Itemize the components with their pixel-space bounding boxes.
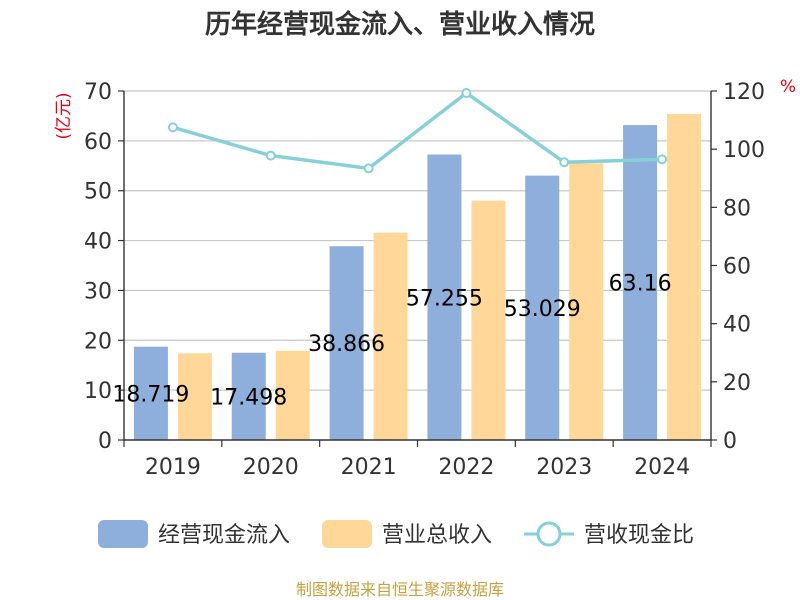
ratio-point: [265, 150, 276, 161]
x-tick-label: 2022: [438, 455, 494, 480]
ratio-point: [363, 163, 374, 174]
ratio-point: [657, 154, 668, 165]
bar-revenue: [667, 113, 702, 440]
data-label: 57.255: [406, 286, 483, 311]
bar-cash-inflow: [133, 346, 168, 440]
right-tick-label: 0: [723, 429, 737, 454]
bar-revenue: [569, 163, 604, 441]
left-tick-label: 30: [84, 279, 112, 304]
x-tick-label: 2020: [243, 455, 299, 480]
legend: 经营现金流入 营业总收入 营收现金比: [98, 520, 694, 548]
left-tick-label: 20: [84, 329, 112, 354]
right-tick-label: 120: [723, 80, 765, 105]
legend-label: 营收现金比: [584, 523, 694, 548]
bar-cash-inflow: [623, 125, 658, 440]
bars: [133, 113, 702, 441]
data-label: 18.719: [112, 382, 189, 407]
right-tick-label: 80: [723, 196, 751, 221]
left-tick-label: 70: [84, 80, 112, 105]
data-label: 17.498: [210, 385, 287, 410]
left-tick-label: 40: [84, 230, 112, 255]
right-axis-unit: %: [780, 77, 796, 97]
right-tick-label: 40: [723, 313, 751, 338]
legend-swatch: [98, 520, 148, 548]
grid-lines: [124, 90, 711, 391]
right-tick-label: 100: [723, 138, 765, 163]
bar-cash-inflow: [231, 352, 266, 440]
bar-revenue: [177, 353, 212, 440]
legend-label: 经营现金流入: [158, 523, 290, 548]
bar-cash-inflow: [525, 175, 560, 441]
ratio-point: [167, 122, 178, 133]
right-tick-label: 60: [723, 255, 751, 280]
x-tick-label: 2021: [341, 455, 397, 480]
ratio-point: [461, 88, 472, 99]
x-tick-label: 2023: [536, 455, 592, 480]
left-tick-label: 0: [98, 429, 112, 454]
data-label: 38.866: [308, 332, 385, 357]
bar-revenue: [275, 350, 310, 440]
left-tick-label: 10: [84, 379, 112, 404]
chart-title: 历年经营现金流入、营业收入情况: [205, 9, 595, 40]
ratio-line-path: [172, 91, 663, 171]
right-tick-label: 20: [723, 371, 751, 396]
data-label: 63.16: [609, 272, 672, 297]
legend-label: 营业总收入: [382, 523, 492, 548]
bar-cash-inflow: [329, 246, 364, 440]
x-tick-label: 2024: [634, 455, 690, 480]
x-tick-label: 2019: [145, 455, 201, 480]
source-note: 制图数据来自恒生聚源数据库: [296, 580, 504, 599]
legend-swatch: [322, 520, 372, 548]
left-tick-label: 50: [84, 180, 112, 205]
legend-marker: [536, 521, 562, 547]
bar-revenue: [373, 232, 408, 440]
data-labels: 18.719 17.498 38.866 57.255 53.029 63.16: [112, 272, 671, 411]
data-label: 53.029: [504, 297, 581, 322]
ratio-line: [167, 88, 668, 174]
left-axis-unit: (亿元): [54, 92, 74, 139]
bar-cash-inflow: [427, 154, 462, 441]
bar-revenue: [471, 200, 506, 440]
ratio-point: [559, 157, 570, 168]
left-tick-label: 60: [84, 130, 112, 155]
axes: 0 10 20 30 40 50 60 70 0 20 40 60 80 100 120 2019 2020 20…: [84, 80, 765, 480]
